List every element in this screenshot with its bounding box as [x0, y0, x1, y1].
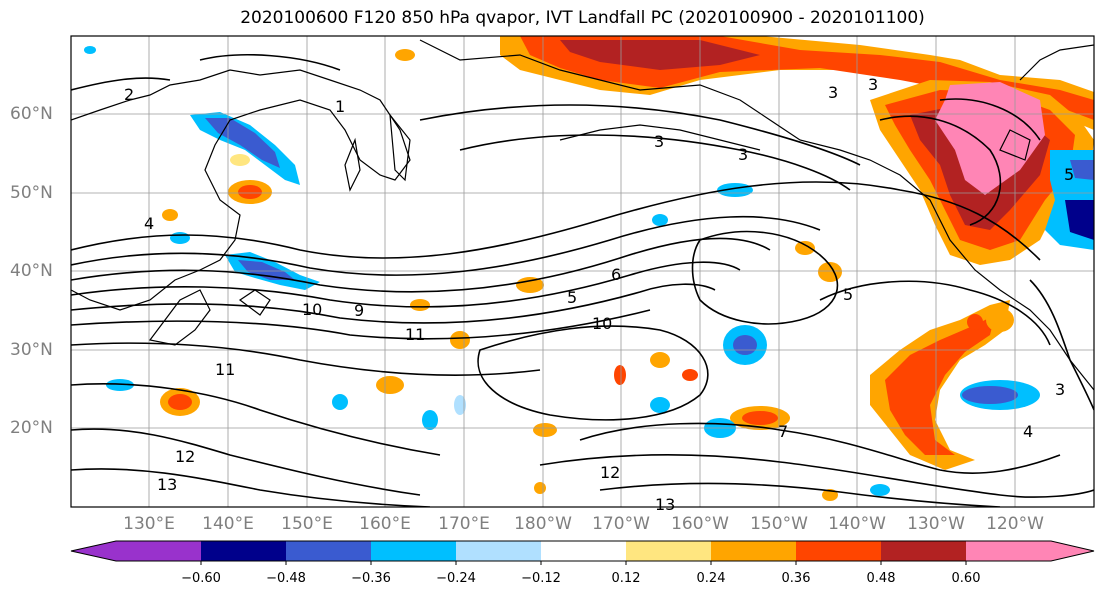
gridlines — [71, 36, 1094, 507]
colorbar-tick-label: 0.60 — [951, 571, 981, 586]
lon-label: 150°E — [281, 514, 333, 534]
contour-label: 10 — [302, 300, 322, 319]
colorbar-bin-1 — [201, 541, 286, 561]
colorbar-bin-0 — [71, 541, 116, 561]
contour-label: 4 — [144, 214, 154, 233]
contour-label: 3 — [654, 132, 664, 151]
colorbar-outline — [70, 540, 1095, 562]
colorbar — [70, 540, 1095, 565]
colorbar-tick-label: 0.24 — [696, 571, 726, 586]
lon-label: 130°E — [123, 514, 175, 534]
colorbar-bin-3 — [371, 541, 456, 561]
colorbar-bin-2 — [286, 541, 371, 561]
colorbar-tick-label: −0.24 — [436, 571, 476, 586]
contour-label: 1 — [335, 97, 345, 116]
contour-lines — [71, 54, 1094, 507]
contour-label: 5 — [1064, 165, 1074, 184]
lon-label: 160°W — [671, 514, 729, 534]
contour-label: 9 — [354, 301, 364, 320]
colorbar-tick-label: 0.12 — [611, 571, 641, 586]
contour-label: 11 — [405, 325, 425, 344]
colorbar-tick-label: 0.36 — [781, 571, 811, 586]
contour-label: 13 — [655, 495, 675, 514]
colorbar-bin-9 — [881, 541, 966, 561]
lon-label: 160°E — [359, 514, 411, 534]
contour-label: 7 — [778, 422, 788, 441]
colorbar-bin-4 — [456, 541, 541, 561]
lat-label: 50°N — [10, 183, 53, 203]
colorbar-tick-label: −0.36 — [351, 571, 391, 586]
contour-label: 3 — [738, 145, 748, 164]
colorbar-bin-10b — [1051, 541, 1094, 561]
lat-label: 30°N — [10, 340, 53, 360]
contour-label: 5 — [843, 285, 853, 304]
contour-label: 11 — [215, 360, 235, 379]
lon-label: 150°W — [750, 514, 808, 534]
lon-label: 170°W — [592, 514, 650, 534]
colorbar-bin-10 — [966, 541, 1051, 561]
contour-label: 13 — [157, 475, 177, 494]
contour-label: 4 — [1023, 422, 1033, 441]
contour-label: 12 — [175, 447, 195, 466]
colorbar-tick-label: −0.60 — [181, 571, 221, 586]
colorbar-ticks — [200, 561, 967, 565]
colorbar-tick-label: −0.48 — [266, 571, 306, 586]
contour-label: 2 — [124, 85, 134, 104]
contour-label-group: 2 3 3 3 3 4 5 5 5 6 9 10 10 11 11 12 12 … — [124, 75, 1074, 514]
lon-label: 140°E — [202, 514, 254, 534]
colorbar-bin-0b — [116, 541, 201, 561]
colorbar-tick-label: −0.12 — [521, 571, 561, 586]
colorbar-bin-6 — [626, 541, 711, 561]
contour-label: 3 — [868, 75, 878, 94]
lon-label: 130°W — [907, 514, 965, 534]
lon-label: 170°E — [438, 514, 490, 534]
contour-label: 12 — [600, 463, 620, 482]
lat-label: 60°N — [10, 104, 53, 124]
colorbar-bin-7 — [711, 541, 796, 561]
lon-label: 180°W — [514, 514, 572, 534]
lon-label: 140°W — [828, 514, 886, 534]
contour-label: 10 — [592, 314, 612, 333]
contour-label: 5 — [567, 288, 577, 307]
map-layers — [71, 36, 1094, 507]
colorbar-tick-label: 0.48 — [866, 571, 896, 586]
colorbar-bin-5 — [541, 541, 626, 561]
coastlines — [71, 39, 1094, 391]
colorbar-bin-8 — [796, 541, 881, 561]
plot-frame — [70, 35, 1095, 508]
contour-label: 3 — [828, 83, 838, 102]
contour-label: 6 — [611, 265, 621, 284]
contour-label: 3 — [1055, 380, 1065, 399]
lon-label: 120°W — [986, 514, 1044, 534]
lat-label: 20°N — [10, 418, 53, 438]
map-title: 2020100600 F120 850 hPa qvapor, IVT Land… — [240, 8, 925, 28]
lat-label: 40°N — [10, 261, 53, 281]
